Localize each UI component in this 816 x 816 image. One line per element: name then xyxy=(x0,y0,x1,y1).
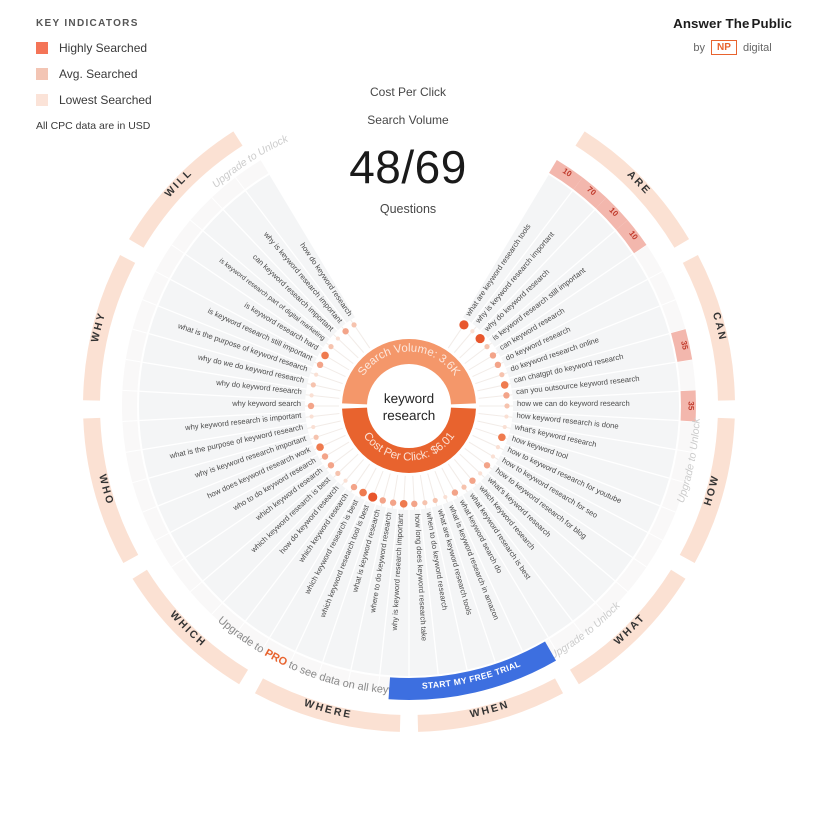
svg-text:why keyword search: why keyword search xyxy=(231,399,301,408)
svg-text:keyword: keyword xyxy=(384,391,434,406)
svg-text:how we can do keyword research: how we can do keyword research xyxy=(517,399,630,408)
svg-text:35: 35 xyxy=(686,401,695,411)
svg-text:research: research xyxy=(383,408,436,423)
